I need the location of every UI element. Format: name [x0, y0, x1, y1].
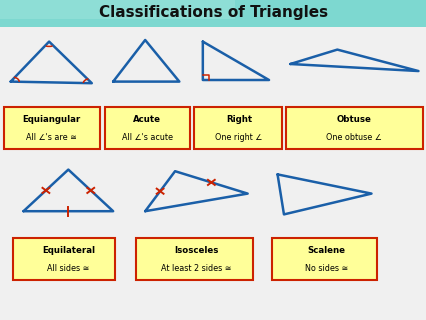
FancyBboxPatch shape — [194, 107, 281, 149]
Text: At least 2 sides ≅: At least 2 sides ≅ — [161, 264, 231, 273]
FancyBboxPatch shape — [13, 238, 115, 280]
Text: One right ∠: One right ∠ — [215, 133, 262, 142]
Text: Isosceles: Isosceles — [174, 246, 218, 255]
FancyBboxPatch shape — [285, 107, 422, 149]
Text: Scalene: Scalene — [307, 246, 345, 255]
FancyBboxPatch shape — [0, 0, 426, 27]
FancyBboxPatch shape — [135, 238, 253, 280]
Text: All ∠'s acute: All ∠'s acute — [121, 133, 173, 142]
FancyBboxPatch shape — [0, 0, 234, 19]
Text: Acute: Acute — [133, 115, 161, 124]
Text: Obtuse: Obtuse — [336, 115, 371, 124]
FancyBboxPatch shape — [104, 107, 190, 149]
Text: All ∠'s are ≅: All ∠'s are ≅ — [26, 133, 77, 142]
Text: Equilateral: Equilateral — [42, 246, 95, 255]
Text: All sides ≅: All sides ≅ — [47, 264, 89, 273]
FancyBboxPatch shape — [4, 107, 100, 149]
Text: No sides ≅: No sides ≅ — [304, 264, 348, 273]
Text: Classifications of Triangles: Classifications of Triangles — [99, 5, 327, 20]
Text: Right: Right — [225, 115, 252, 124]
Text: One obtuse ∠: One obtuse ∠ — [326, 133, 381, 142]
Text: Equiangular: Equiangular — [22, 115, 80, 124]
FancyBboxPatch shape — [272, 238, 376, 280]
FancyBboxPatch shape — [0, 27, 426, 320]
